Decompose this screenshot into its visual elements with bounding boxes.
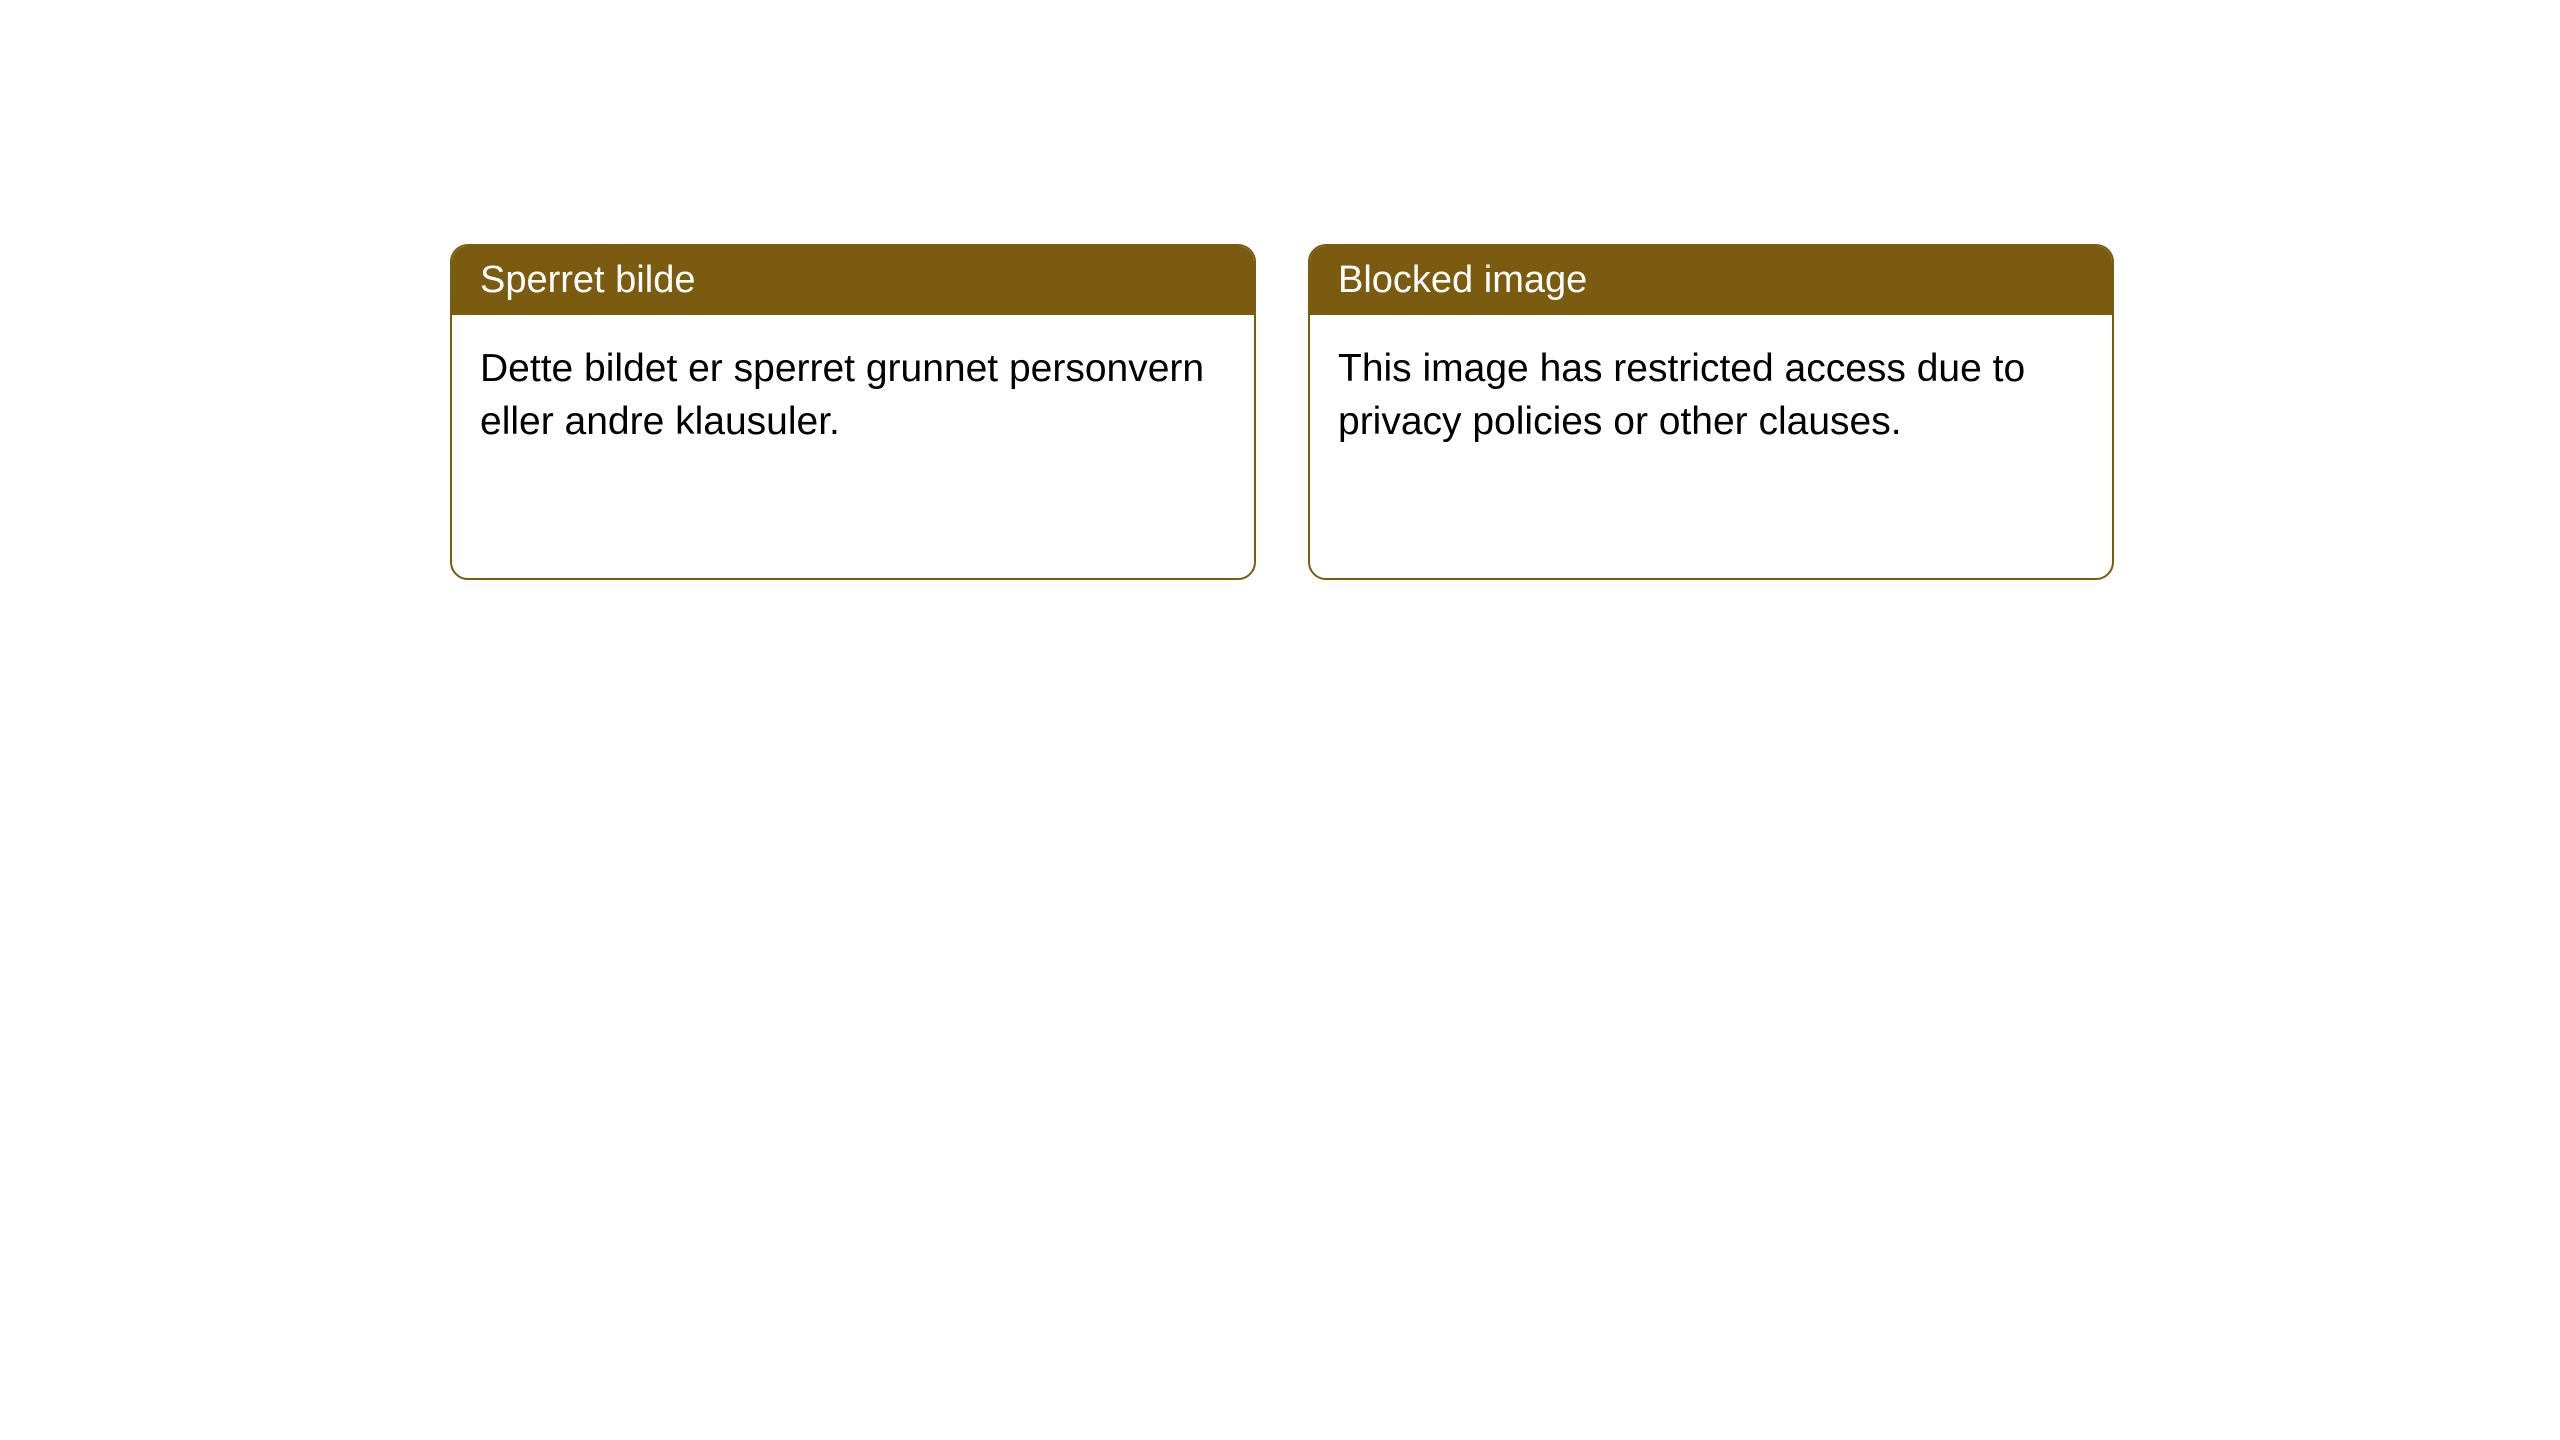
notice-title: Sperret bilde [480, 259, 695, 301]
notice-body-text: This image has restricted access due to … [1338, 347, 2025, 442]
notice-title: Blocked image [1338, 259, 1587, 301]
notices-container: Sperret bilde Dette bildet er sperret gr… [450, 244, 2114, 580]
notice-header: Blocked image [1310, 246, 2112, 315]
notice-body: This image has restricted access due to … [1310, 315, 2112, 476]
notice-header: Sperret bilde [452, 246, 1254, 315]
notice-body-text: Dette bildet er sperret grunnet personve… [480, 347, 1204, 442]
notice-card-english: Blocked image This image has restricted … [1308, 244, 2114, 580]
notice-body: Dette bildet er sperret grunnet personve… [452, 315, 1254, 476]
notice-card-norwegian: Sperret bilde Dette bildet er sperret gr… [450, 244, 1256, 580]
